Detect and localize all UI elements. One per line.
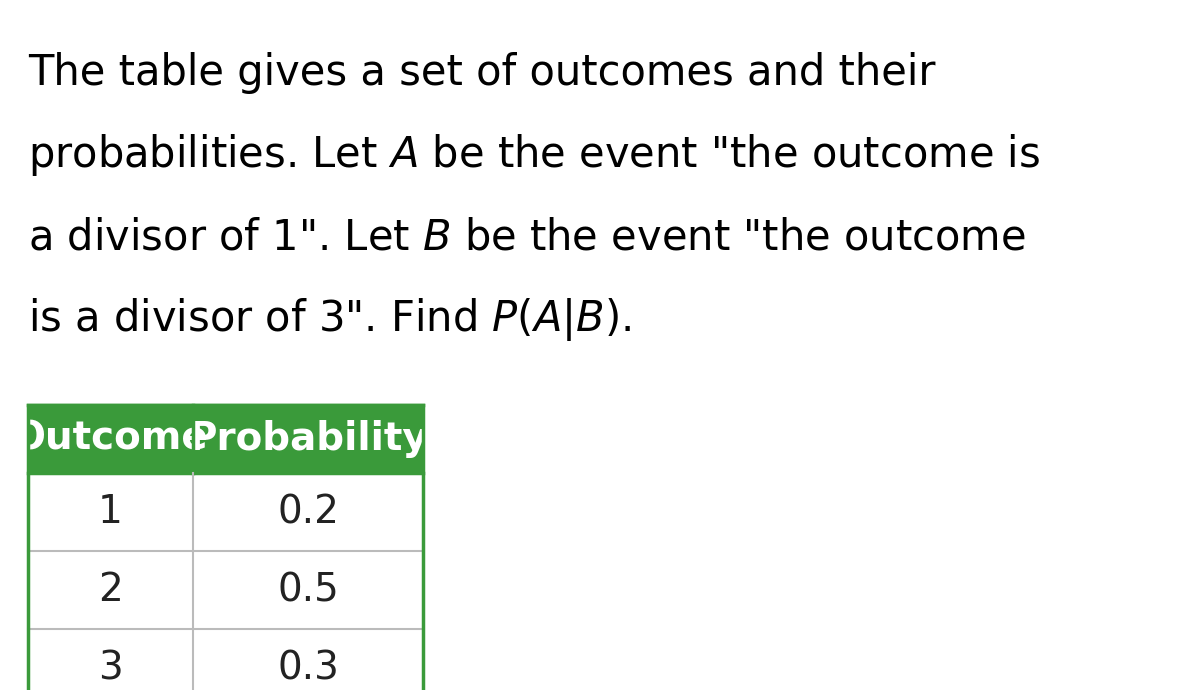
Text: Probability: Probability	[188, 420, 428, 458]
Text: 3: 3	[98, 649, 122, 687]
Text: 0.3: 0.3	[277, 649, 338, 687]
Text: The table gives a set of outcomes and their: The table gives a set of outcomes and th…	[28, 52, 936, 94]
Bar	[28, 473, 193, 551]
Text: 0.5: 0.5	[277, 571, 338, 609]
Bar	[28, 405, 424, 690]
Bar	[193, 473, 424, 551]
Bar	[28, 551, 193, 629]
Bar	[193, 405, 424, 473]
Bar	[28, 405, 193, 473]
Text: a divisor of 1". Let $B$ be the event "the outcome: a divisor of 1". Let $B$ be the event "t…	[28, 216, 1026, 258]
Text: Outcome: Outcome	[13, 420, 209, 458]
Bar	[28, 629, 193, 690]
Text: 0.2: 0.2	[277, 493, 338, 531]
Text: probabilities. Let $A$ be the event "the outcome is: probabilities. Let $A$ be the event "the…	[28, 132, 1040, 178]
Text: 2: 2	[98, 571, 122, 609]
Text: is a divisor of 3". Find $P(A|B)$.: is a divisor of 3". Find $P(A|B)$.	[28, 295, 631, 343]
Bar	[193, 629, 424, 690]
Text: 1: 1	[98, 493, 122, 531]
Bar	[193, 551, 424, 629]
